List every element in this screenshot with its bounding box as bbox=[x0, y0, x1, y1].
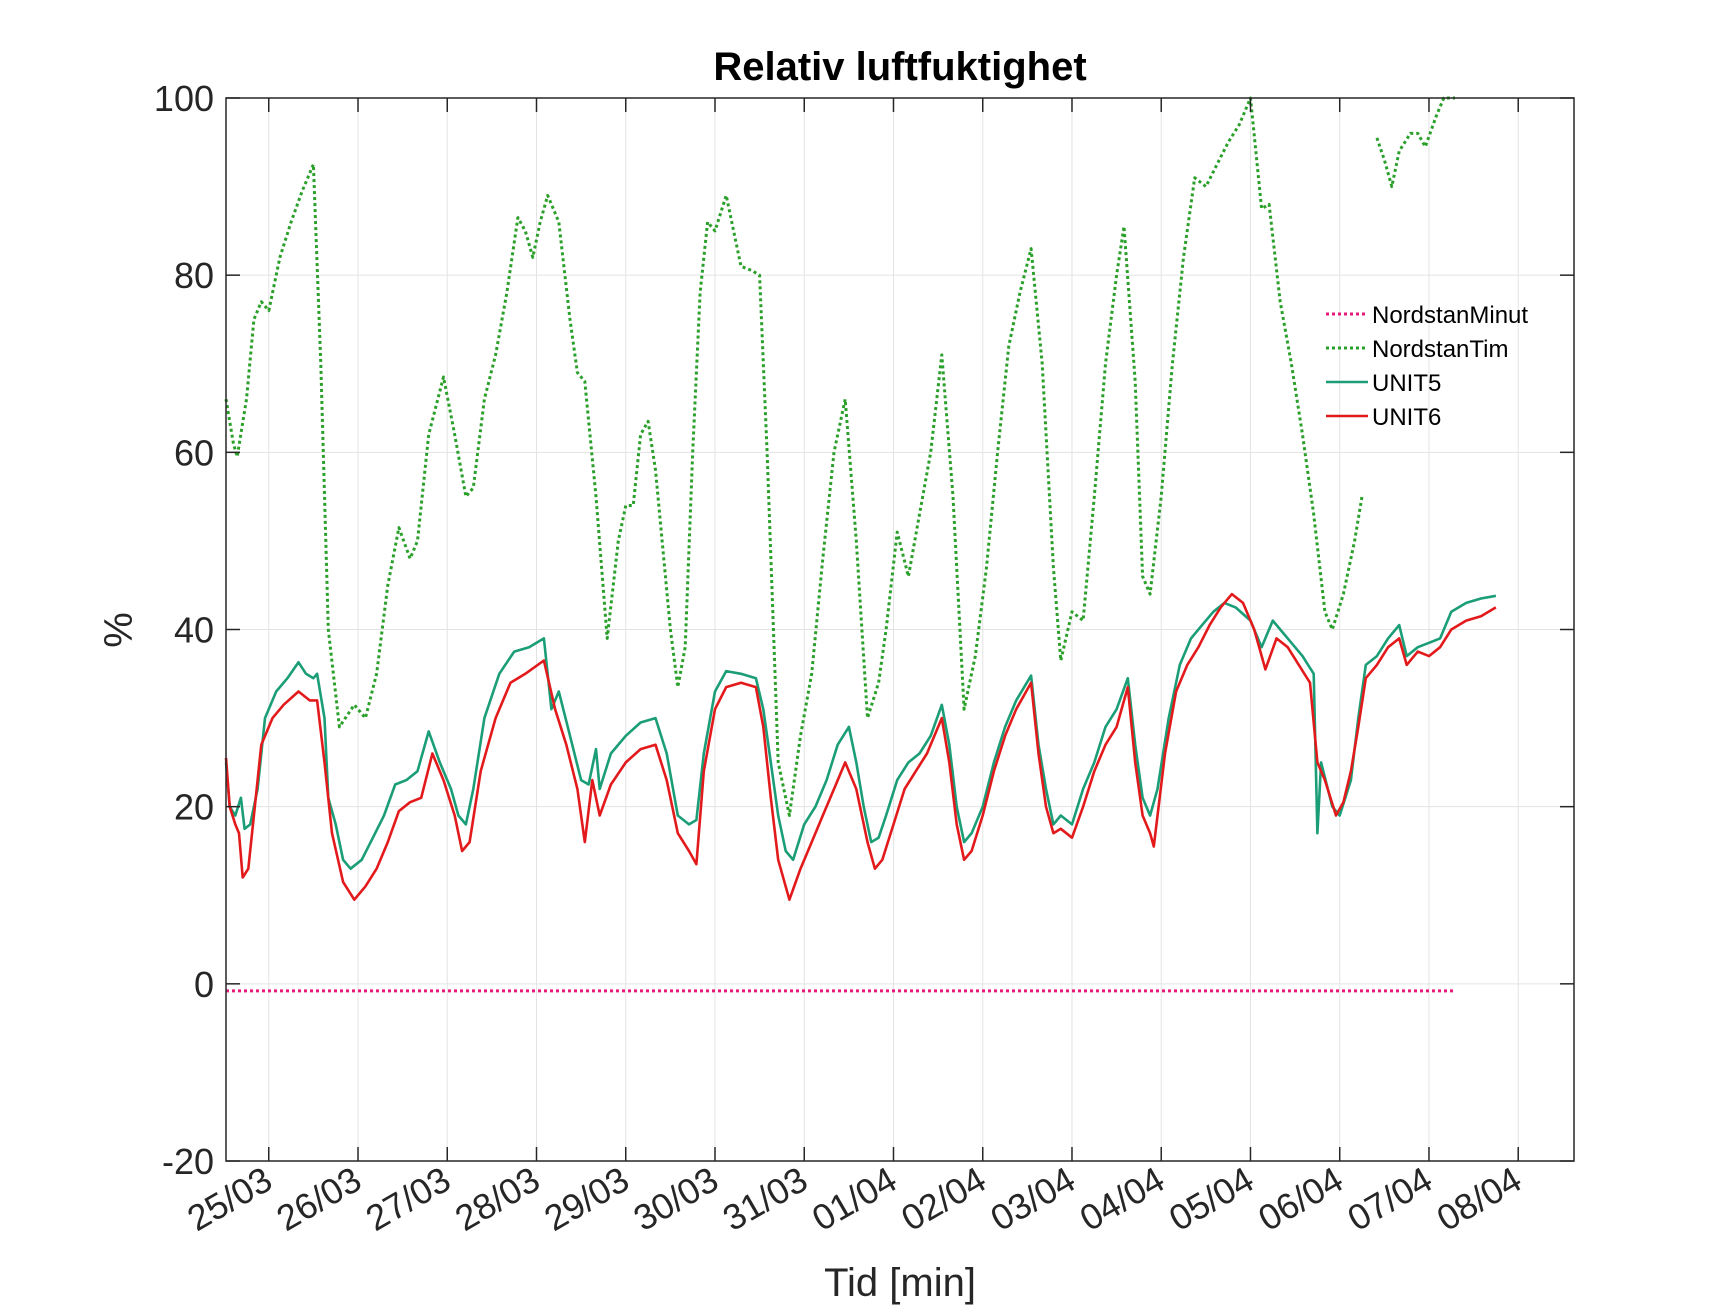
y-tick-label: 100 bbox=[154, 78, 214, 119]
x-tick-label: 29/03 bbox=[537, 1158, 636, 1239]
tick-marks bbox=[226, 97, 1574, 1162]
x-tick-label: 26/03 bbox=[269, 1158, 368, 1239]
y-tick-labels: -20 0 20 40 60 80 100 bbox=[154, 78, 214, 1182]
x-tick-label: 30/03 bbox=[626, 1158, 725, 1239]
series-line-nordstantim bbox=[224, 96, 1364, 817]
legend: NordstanMinut NordstanTim UNIT5 UNIT6 bbox=[1326, 302, 1528, 431]
x-tick-label: 02/04 bbox=[894, 1158, 993, 1239]
x-tick-label: 03/04 bbox=[983, 1158, 1082, 1239]
legend-label: NordstanMinut bbox=[1372, 302, 1528, 329]
y-tick-label: -20 bbox=[162, 1141, 214, 1182]
legend-label: UNIT5 bbox=[1372, 370, 1441, 397]
y-tick-label: 0 bbox=[194, 964, 214, 1005]
x-tick-label: 27/03 bbox=[359, 1158, 458, 1239]
y-tick-label: 40 bbox=[174, 610, 214, 651]
legend-label: NordstanTim bbox=[1372, 336, 1508, 363]
chart-title: Relativ luftfuktighet bbox=[713, 45, 1086, 89]
x-tick-labels: 25/0326/0327/0328/0329/0330/0331/0301/04… bbox=[180, 1158, 1528, 1239]
x-tick-label: 31/03 bbox=[716, 1158, 815, 1239]
y-tick-label: 60 bbox=[174, 432, 214, 473]
series-line-unit6 bbox=[224, 592, 1497, 901]
x-tick-label: 08/04 bbox=[1430, 1158, 1529, 1239]
x-tick-label: 28/03 bbox=[448, 1158, 547, 1239]
y-tick-label: 20 bbox=[174, 787, 214, 828]
x-axis-label: Tid [min] bbox=[824, 1261, 976, 1305]
series-layer bbox=[224, 96, 1497, 993]
y-tick-label: 80 bbox=[174, 255, 214, 296]
x-tick-label: 04/04 bbox=[1073, 1158, 1172, 1239]
series-line-unit5 bbox=[224, 594, 1497, 870]
series-line-nordstantim-segment bbox=[1375, 96, 1455, 189]
x-tick-label: 01/04 bbox=[805, 1158, 904, 1239]
x-tick-label: 05/04 bbox=[1162, 1158, 1261, 1239]
x-tick-label: 07/04 bbox=[1340, 1158, 1439, 1239]
legend-label: UNIT6 bbox=[1372, 404, 1441, 431]
y-axis-label: % bbox=[97, 612, 141, 648]
x-tick-label: 06/04 bbox=[1251, 1158, 1350, 1239]
